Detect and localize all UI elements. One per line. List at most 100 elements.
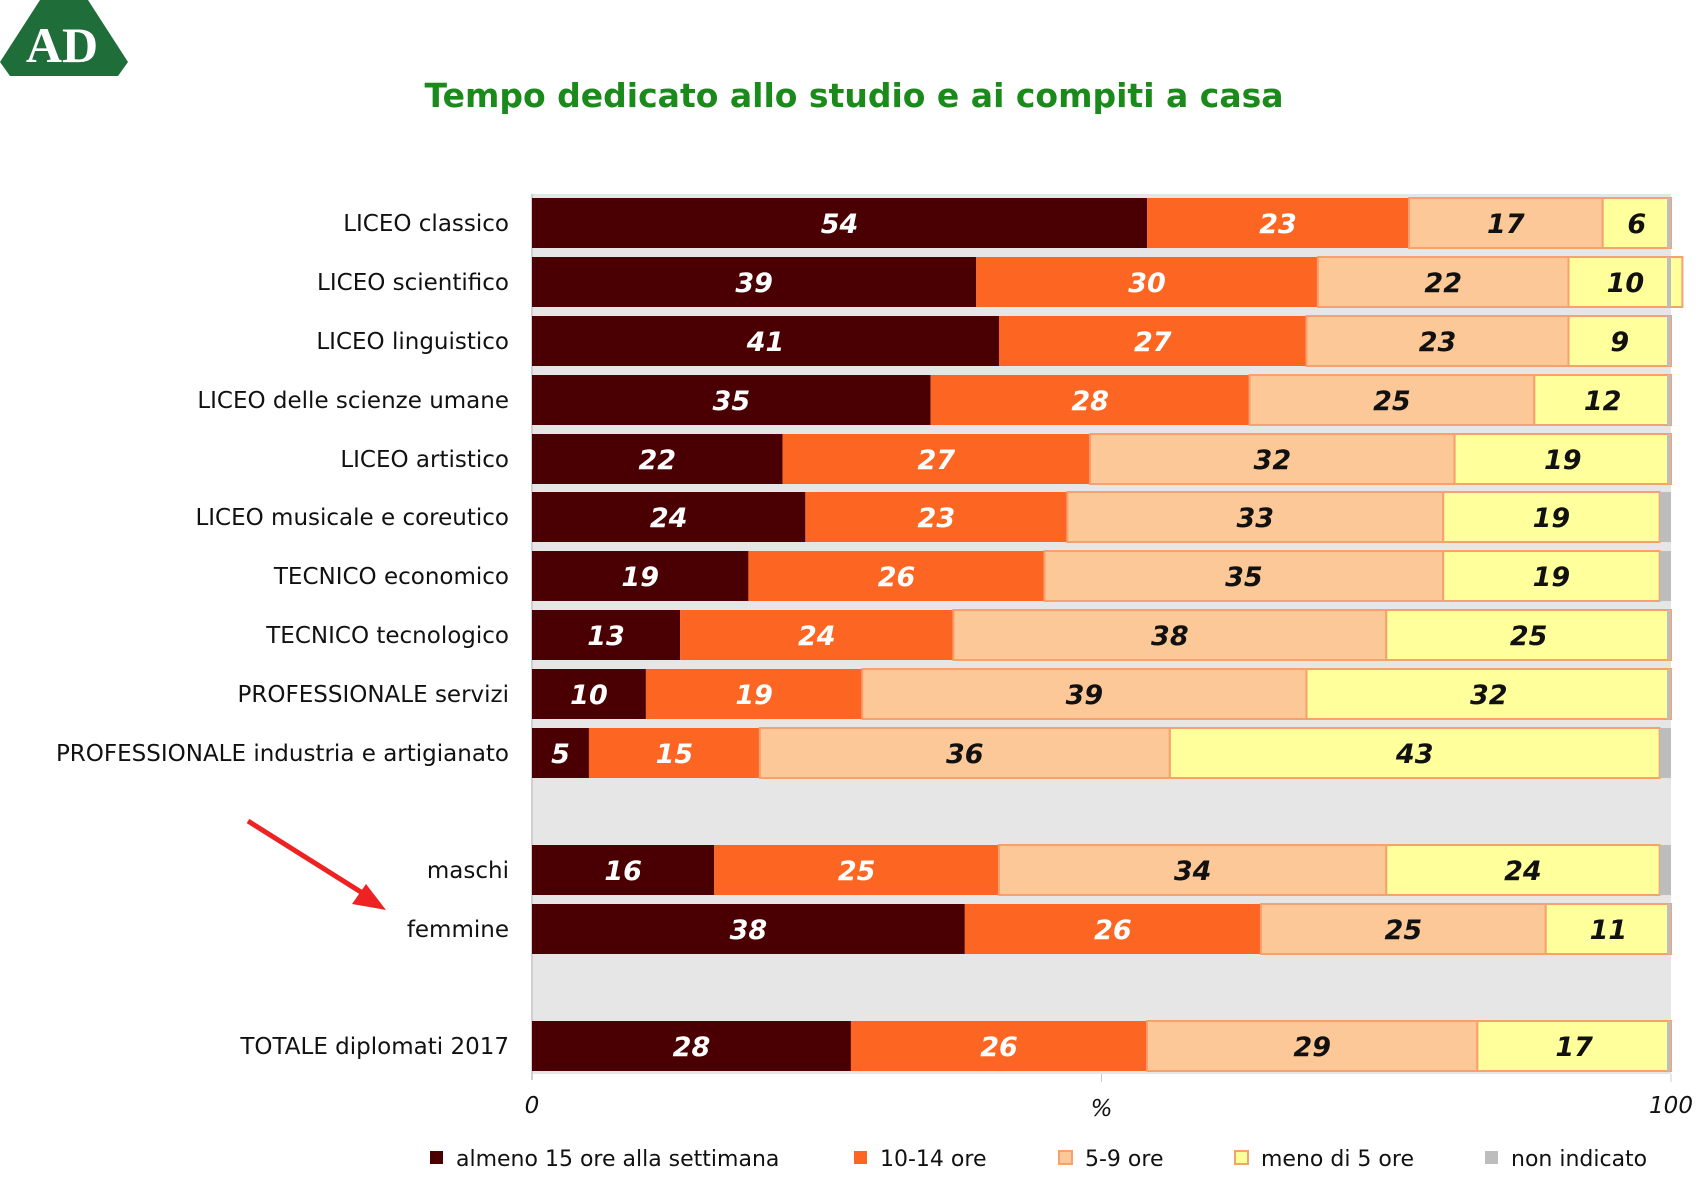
data-label: 35 <box>1225 562 1263 593</box>
bar-segment <box>748 551 1045 601</box>
category-label: LICEO artistico <box>340 447 509 473</box>
bar-segment <box>1659 492 1671 542</box>
bar-segment <box>1476 1020 1672 1072</box>
data-label: 19 <box>1544 445 1582 476</box>
data-label: 26 <box>980 1032 1018 1063</box>
bar-segment <box>532 669 646 719</box>
data-label: 22 <box>1424 268 1462 299</box>
data-label: 41 <box>746 327 785 358</box>
bar-segment <box>1544 903 1672 955</box>
data-label: 5 <box>551 739 570 770</box>
data-label: 35 <box>713 386 751 417</box>
bar-segment <box>1667 904 1671 954</box>
legend-swatch <box>854 1151 867 1164</box>
legend-label: non indicato <box>1511 1147 1647 1172</box>
red-arrow-head <box>352 884 386 910</box>
bar-segment <box>532 728 589 778</box>
data-label: 19 <box>1533 562 1571 593</box>
data-label: 26 <box>878 562 916 593</box>
x-axis-label: % <box>1091 1096 1113 1122</box>
bar-segment <box>532 1021 851 1071</box>
data-label: 10 <box>1607 268 1645 299</box>
category-label: LICEO classico <box>343 211 509 237</box>
data-label: 39 <box>1066 680 1104 711</box>
data-label: 22 <box>639 445 677 476</box>
data-label: 10 <box>570 680 608 711</box>
bar-segment <box>1667 316 1671 366</box>
category-label: TOTALE diplomati 2017 <box>239 1034 509 1060</box>
bar-segment <box>588 728 760 778</box>
data-label: 12 <box>1584 386 1622 417</box>
bar-segment <box>1248 374 1536 426</box>
bar-segment <box>1385 609 1672 661</box>
data-label: 17 <box>1487 209 1525 240</box>
bar-segment <box>1043 550 1445 602</box>
x-tick-label: 100 <box>1649 1093 1693 1119</box>
bar-segment <box>532 845 715 895</box>
data-label: 54 <box>821 209 859 240</box>
bar-segment <box>532 257 977 307</box>
bar-segment <box>1147 198 1410 248</box>
legend-swatch <box>430 1151 443 1164</box>
data-label: 6 <box>1627 209 1646 240</box>
data-label: 34 <box>1174 856 1212 887</box>
category-label: PROFESSIONALE servizi <box>238 682 509 708</box>
data-label: 25 <box>1510 621 1548 652</box>
bar-segment <box>782 434 1091 484</box>
bar-segment <box>998 316 1307 366</box>
data-label: 24 <box>798 621 836 652</box>
bar-segment <box>532 610 681 660</box>
bar-segment <box>1667 1021 1671 1071</box>
data-label: 25 <box>838 856 876 887</box>
bar-segment <box>1667 669 1671 719</box>
category-label: LICEO scientifico <box>317 270 509 296</box>
data-label: 11 <box>1590 915 1628 946</box>
bar-segment <box>1305 668 1673 720</box>
bar-segment <box>805 492 1068 542</box>
data-label: 9 <box>1610 327 1629 358</box>
bar-segment <box>1667 434 1671 484</box>
bar-segment <box>532 198 1148 248</box>
category-label: LICEO linguistico <box>316 329 509 355</box>
bar-segment <box>1567 315 1672 367</box>
legend-label: 5-9 ore <box>1085 1147 1163 1172</box>
data-label: 19 <box>1533 503 1571 534</box>
bar-segment <box>645 669 863 719</box>
data-label: 28 <box>673 1032 711 1063</box>
bar-segment <box>1316 256 1570 308</box>
category-label: LICEO musicale e coreutico <box>195 505 509 531</box>
data-label: 39 <box>735 268 773 299</box>
category-label: LICEO delle scienze umane <box>197 388 509 414</box>
data-label: 26 <box>1094 915 1132 946</box>
bar-segment <box>1066 491 1445 543</box>
data-label: 25 <box>1385 915 1423 946</box>
data-label: 29 <box>1293 1032 1331 1063</box>
bar-segment <box>997 844 1388 896</box>
ad-logo: AD <box>0 0 128 76</box>
data-label: 28 <box>1071 386 1109 417</box>
data-label: 38 <box>730 915 768 946</box>
bar-segment <box>1168 727 1661 779</box>
data-label: 33 <box>1236 503 1274 534</box>
data-label: 24 <box>1504 856 1542 887</box>
bar-segment <box>1667 610 1671 660</box>
bar-segment <box>1659 728 1671 778</box>
bar-segment <box>1667 257 1671 307</box>
data-label: 23 <box>918 503 956 534</box>
x-tick-label: 0 <box>525 1093 540 1119</box>
bar-segment <box>532 492 806 542</box>
bar-segment <box>532 434 783 484</box>
bar-segment <box>532 375 931 425</box>
data-label: 30 <box>1128 268 1166 299</box>
category-label: femmine <box>407 917 509 943</box>
category-label: TECNICO economico <box>273 564 509 590</box>
bar-segment <box>964 904 1261 954</box>
bar-segment <box>952 609 1388 661</box>
bar-segment <box>1533 374 1672 426</box>
data-label: 25 <box>1373 386 1411 417</box>
data-label: 32 <box>1254 445 1292 476</box>
legend-label: meno di 5 ore <box>1261 1147 1414 1172</box>
bar-segment <box>532 551 749 601</box>
bar-segment <box>850 1021 1148 1071</box>
